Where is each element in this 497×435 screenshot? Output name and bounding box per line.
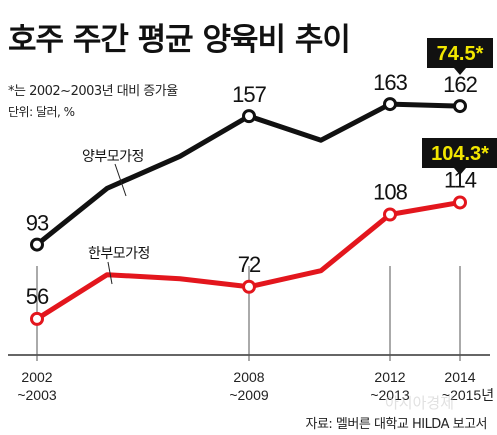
increase-callout-box	[422, 138, 497, 168]
data-label: 157	[232, 82, 266, 107]
data-point-marker	[242, 279, 256, 294]
series-name-label: 한부모가정	[88, 246, 150, 262]
x-tick-label: ~2009	[229, 387, 269, 403]
x-tick-label: ~2003	[17, 387, 57, 403]
series-leader-line	[107, 261, 113, 285]
data-point-marker	[453, 99, 467, 114]
data-label: 56	[26, 284, 49, 309]
data-point-marker	[30, 311, 44, 326]
data-label: 72	[238, 252, 261, 277]
data-point-marker	[453, 195, 467, 210]
x-tick-label: ~2015년	[442, 387, 494, 403]
increase-rate-note: *는 2002~2003년 대비 증가율	[8, 84, 178, 99]
callout-pointer	[454, 168, 466, 175]
increase-callout-box	[427, 38, 493, 68]
data-point-marker	[383, 97, 397, 112]
data-point-marker	[383, 207, 397, 222]
data-label: 93	[26, 211, 49, 236]
data-point-marker	[242, 109, 256, 124]
chart-title: 호주 주간 평균 양육비 추이	[8, 22, 351, 58]
increase-callout-text: 74.5*	[437, 43, 484, 65]
increase-callout-text: 104.3*	[431, 143, 489, 165]
x-tick-label: 2012	[374, 369, 405, 385]
series-line-two-parent	[34, 101, 463, 248]
unit-note: 단위: 달러, %	[8, 105, 75, 119]
watermark-logo: 아시아경제	[385, 394, 455, 412]
data-label: 108	[373, 179, 407, 204]
x-tick-label: 2002	[21, 369, 52, 385]
data-label: 163	[373, 70, 407, 95]
source-note: 자료: 멜버른 대학교 HILDA 보고서	[305, 417, 488, 432]
data-point-marker	[30, 237, 44, 252]
data-label: 162	[443, 72, 477, 97]
x-tick-label: 2008	[233, 369, 264, 385]
callout-pointer	[454, 68, 466, 75]
series-leader-line	[114, 163, 127, 197]
series-name-label: 양부모가정	[82, 149, 144, 165]
x-tick-label: 2014	[444, 369, 475, 385]
x-tick-label: ~2013	[370, 387, 410, 403]
